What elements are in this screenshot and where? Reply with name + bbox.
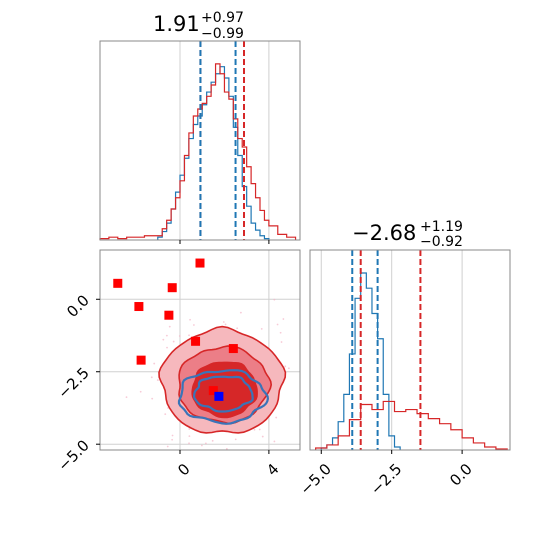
sample-point [200, 444, 203, 447]
red-contour-level-3 [191, 361, 258, 419]
marginal-x-title-upper: +0.97 [201, 10, 244, 26]
sample-point [156, 379, 159, 381]
sample-point [188, 442, 190, 445]
sample-point [258, 428, 261, 431]
sample-point [153, 362, 156, 365]
joint-square-markers [113, 258, 238, 401]
red-square-marker [228, 344, 238, 354]
y-tick-label: −5.0 [54, 436, 92, 474]
sample-point [280, 341, 283, 343]
red-square-marker [134, 302, 144, 312]
sample-point [210, 460, 212, 462]
joint-frame [99, 249, 301, 451]
sample-point [276, 323, 279, 326]
sample-point [284, 365, 287, 368]
sample-point [211, 439, 214, 442]
sample-point [204, 442, 207, 445]
red-square-marker [136, 355, 146, 365]
x-tick-label: −2.5 [367, 460, 405, 498]
y-tick-label: −2.5 [54, 364, 92, 402]
sample-point [224, 323, 227, 326]
sample-point [171, 434, 174, 437]
red-square-marker [164, 310, 174, 320]
joint-panel: 0 4 0.0 −2.5 −5.0 [54, 249, 301, 511]
marginal-y-markers [351, 250, 422, 450]
blue-contour-level-1 [177, 369, 270, 425]
sample-point [172, 340, 175, 343]
sample-point [236, 327, 239, 330]
sample-point [162, 338, 165, 341]
marginal-y-ticks: −5.0 −2.5 0.0 [297, 450, 476, 499]
sample-point [225, 447, 228, 450]
histogram-series-red [99, 63, 297, 240]
sample-point [222, 321, 225, 323]
sample-point [188, 435, 191, 438]
sample-point [189, 318, 191, 321]
sample-point [253, 428, 256, 431]
marginal-y-gridlines [320, 250, 463, 450]
x-tick-label: 0 [174, 460, 193, 479]
sample-point [166, 445, 169, 448]
red-square-marker [191, 336, 201, 346]
sample-point [279, 331, 282, 334]
marginal-x-markers [199, 41, 245, 240]
marginal-y-frame [309, 249, 511, 451]
sample-point [139, 390, 142, 393]
sample-point [125, 396, 128, 399]
sample-point [287, 367, 290, 370]
marginal-y-title: −2.68 [352, 221, 416, 245]
sample-point [188, 428, 191, 430]
sample-point [234, 438, 237, 441]
x-tick-label: 4 [263, 460, 282, 479]
joint-contours [158, 325, 287, 434]
sample-point [165, 334, 168, 337]
sample-point [239, 311, 242, 314]
marginal-x-panel [99, 40, 301, 244]
blue-contour-level-2 [192, 375, 254, 413]
red-square-marker [113, 278, 123, 288]
sample-point [282, 318, 285, 320]
marginal-y-panel: −5.0 −2.5 0.0 [297, 249, 511, 499]
y-tick-label: 0.0 [63, 291, 93, 321]
sample-point [192, 324, 195, 326]
sample-point [260, 327, 263, 330]
marginal-x-title-lower: −0.99 [201, 26, 244, 42]
blue-square-marker [214, 391, 224, 401]
marginal-x-title: 1.91 [153, 12, 200, 36]
sample-point [171, 438, 174, 441]
sample-point [273, 440, 276, 443]
marginal-x-ticks [179, 240, 270, 244]
sample-point [164, 413, 167, 416]
sample-point [178, 335, 181, 337]
x-tick-label: −5.0 [297, 460, 335, 498]
sample-point [166, 346, 168, 349]
histogram-series-red [315, 400, 508, 450]
sample-point [273, 298, 276, 301]
sample-point [150, 376, 153, 379]
marginal-y-title-lower: −0.92 [420, 234, 463, 250]
sample-point [188, 334, 190, 337]
sample-point [151, 397, 154, 400]
x-tick-label: 0.0 [446, 460, 476, 490]
sample-point [81, 346, 83, 348]
red-square-marker [208, 386, 218, 396]
marginal-x-gridlines [179, 41, 270, 240]
sample-point [261, 435, 264, 438]
marginal-x-frame [99, 40, 301, 241]
marginal-y-title-upper: +1.19 [420, 219, 463, 235]
marginal-y-histograms [315, 272, 508, 450]
sample-point [275, 416, 278, 419]
marginal-x-histograms [99, 63, 297, 240]
sample-point [168, 325, 171, 328]
red-square-marker [167, 283, 177, 293]
red-square-marker [195, 258, 205, 268]
sample-point [212, 509, 214, 511]
